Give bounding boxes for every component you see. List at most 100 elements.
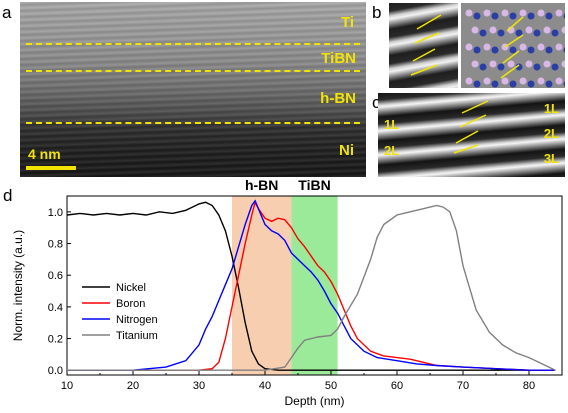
x-tick-label: 50 (325, 380, 337, 392)
panel-c-right-label-2l: 2L (543, 126, 559, 141)
interface-line-tibn-hbn (26, 70, 360, 72)
arrow-b2 (412, 48, 436, 62)
panel-b-letter: b (372, 3, 382, 22)
nitrogen-atom (527, 80, 535, 88)
nitrogen-atom (509, 12, 517, 20)
nitrogen-atom (533, 29, 541, 37)
arrow-c3 (459, 114, 487, 128)
x-tick-label: 80 (523, 380, 535, 392)
legend-label-boron: Boron (116, 298, 145, 310)
legend-label-nitrogen: Nitrogen (116, 314, 158, 326)
nitrogen-atom (491, 80, 499, 88)
model-arrow (502, 50, 520, 64)
nitrogen-atom (563, 81, 565, 87)
nitrogen-atom (551, 29, 559, 37)
scale-bar-label: 4 nm (28, 146, 61, 162)
series-line-boron (67, 200, 556, 371)
region-band-1 (291, 196, 338, 375)
arrow-b4 (416, 14, 442, 30)
region-label-1: TiBN (298, 177, 330, 193)
nitrogen-atom (515, 63, 523, 71)
panel-d-letter: d (3, 186, 13, 205)
model-arrow (500, 64, 520, 79)
boron-atom (501, 77, 509, 85)
series-line-nitrogen (67, 199, 556, 371)
boron-atom (555, 77, 563, 85)
arrow-b1 (410, 64, 438, 76)
boron-atom (483, 9, 491, 17)
y-tick-label: 0.4 (48, 302, 63, 314)
panel-b-arrows (410, 14, 442, 76)
layer-label-ti: Ti (340, 14, 354, 31)
nitrogen-atom (563, 13, 565, 19)
nitrogen-atom (491, 46, 499, 54)
boron-atom (519, 77, 527, 85)
boron-atom (555, 9, 563, 17)
boron-atom (519, 9, 527, 17)
boron-atom (465, 43, 473, 51)
boron-atom (489, 60, 497, 68)
legend-label-nickel: Nickel (116, 282, 146, 294)
boron-atom (519, 43, 527, 51)
boron-atom (465, 77, 473, 85)
y-tick-label: 0.8 (48, 239, 63, 251)
panel-c-left-label-1l: 1L (384, 117, 400, 132)
nitrogen-atom (563, 47, 565, 53)
panel-a-letter: a (2, 3, 12, 22)
legend-label-titanium: Titanium (116, 330, 158, 342)
panel-c-left-label-2l: 2L (384, 143, 400, 158)
panel-c-right-label-1l: 1L (543, 101, 559, 116)
interface-line-hbn-ni (26, 122, 360, 124)
nitrogen-atom (491, 12, 499, 20)
y-tick-label: 0.2 (48, 334, 63, 346)
boron-atom (483, 43, 491, 51)
nitrogen-atom (479, 63, 487, 71)
plot-frame (66, 195, 563, 376)
nitrogen-atom (533, 63, 541, 71)
layer-label-ni: Ni (339, 142, 354, 159)
boron-atom (507, 60, 515, 68)
y-tick-label: 1.0 (48, 207, 63, 219)
nitrogen-atom (545, 46, 553, 54)
boron-atom (525, 60, 533, 68)
nitrogen-atom (509, 80, 517, 88)
scale-bar (26, 166, 76, 170)
nitrogen-atom (473, 12, 481, 20)
y-tick-label: 0.6 (48, 270, 63, 282)
panel-c-arrows (453, 100, 489, 154)
nitrogen-atom (473, 46, 481, 54)
boron-atom (561, 26, 565, 34)
boron-atom (543, 60, 551, 68)
series-line-nickel (66, 201, 556, 371)
nitrogen-atom (473, 80, 481, 88)
model-arrow (504, 34, 524, 48)
nitrogen-atom (497, 29, 505, 37)
layer-label-hbn: h-BN (320, 90, 356, 107)
boron-atom (483, 77, 491, 85)
boron-atom (555, 43, 563, 51)
y-axis-label: Norm. intensity (a.u.) (11, 230, 25, 341)
nitrogen-atom (545, 80, 553, 88)
x-axis-label: Depth (nm) (284, 394, 344, 408)
nitrogen-atom (509, 46, 517, 54)
panel-c-tem-image: 1L 2L 1L 2L 3L (378, 93, 565, 177)
nitrogen-atom (527, 46, 535, 54)
arrow-c1 (453, 144, 479, 154)
x-tick-label: 70 (457, 380, 469, 392)
arrow-b3 (414, 32, 440, 44)
boron-atom (537, 43, 545, 51)
nitrogen-atom (545, 12, 553, 20)
panel-b-tem-image (389, 3, 458, 88)
x-tick-label: 60 (391, 380, 403, 392)
nitrogen-atom (497, 63, 505, 71)
x-tick-label: 20 (127, 380, 139, 392)
x-tick-label: 10 (61, 380, 73, 392)
nitrogen-atom (515, 29, 523, 37)
layer-label-tibn: TiBN (321, 50, 356, 67)
nitrogen-atom (551, 63, 559, 71)
interface-line-ti-tibn (26, 43, 360, 45)
atomic-model-svg (465, 9, 565, 88)
region-band-0 (232, 196, 292, 375)
arrow-c2 (455, 130, 479, 144)
boron-atom (489, 26, 497, 34)
